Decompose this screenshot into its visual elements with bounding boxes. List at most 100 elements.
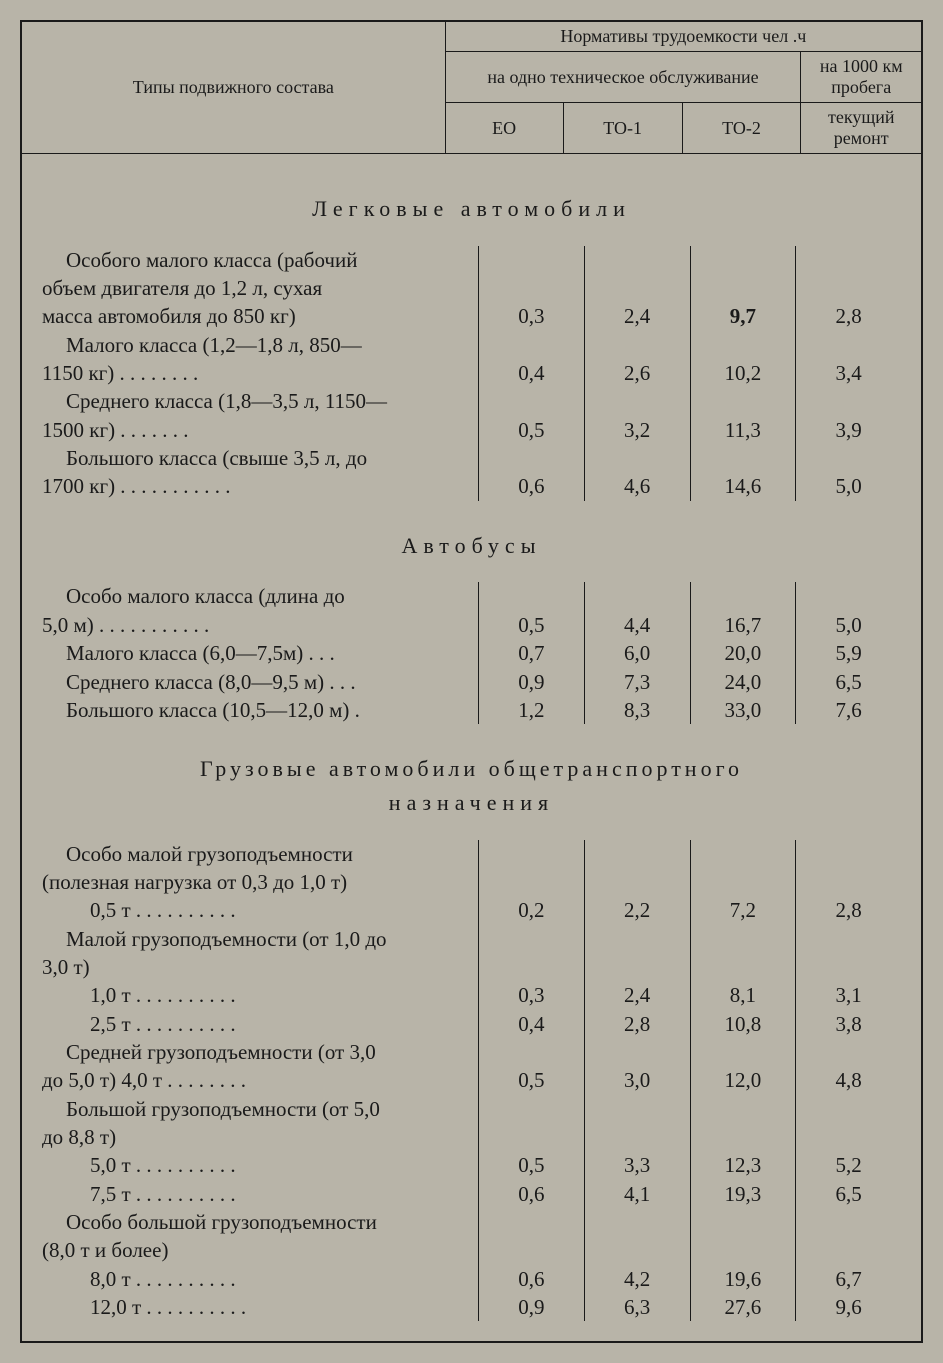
table-row: Большого класса (10,5—12,0 м) .1,28,333,…	[42, 696, 901, 724]
row-description: Среднего класса (8,0—9,5 м) . . .	[42, 668, 478, 696]
value-cell	[795, 1123, 901, 1151]
row-description: 1700 кг) . . . . . . . . . . .	[42, 472, 478, 500]
value-cell: 0,3	[478, 981, 584, 1009]
value-cell	[584, 925, 690, 953]
row-description: (полезная нагрузка от 0,3 до 1,0 т)	[42, 868, 478, 896]
row-description: Средней грузоподъемности (от 3,0	[42, 1038, 478, 1066]
value-cell: 0,5	[478, 1066, 584, 1094]
value-cell	[690, 1123, 796, 1151]
value-cell: 2,8	[795, 896, 901, 924]
value-cell: 3,1	[795, 981, 901, 1009]
value-cell: 10,8	[690, 1010, 796, 1038]
value-cell	[584, 331, 690, 359]
value-cell	[584, 246, 690, 274]
value-cell: 9,6	[795, 1293, 901, 1321]
value-cell	[690, 1236, 796, 1264]
table-row: Малой грузоподъемности (от 1,0 до	[42, 925, 901, 953]
value-cell: 6,5	[795, 668, 901, 696]
header-per-1000: на 1000 км пробега	[801, 52, 921, 103]
value-cell	[795, 274, 901, 302]
value-cell: 3,3	[584, 1151, 690, 1179]
table-row: Большого класса (свыше 3,5 л, до	[42, 444, 901, 472]
table-row: 1500 кг) . . . . . . .0,53,211,33,9	[42, 416, 901, 444]
value-cell: 0,6	[478, 472, 584, 500]
value-cell: 0,3	[478, 302, 584, 330]
table-row: масса автомобиля до 850 кг)0,32,49,72,8	[42, 302, 901, 330]
table-row: (8,0 т и более)	[42, 1236, 901, 1264]
value-cell: 2,4	[584, 302, 690, 330]
value-cell	[478, 1236, 584, 1264]
value-cell: 7,6	[795, 696, 901, 724]
header-types: Типы подвижного состава	[22, 22, 445, 154]
table-row: 1150 кг) . . . . . . . .0,42,610,23,4	[42, 359, 901, 387]
row-description: (8,0 т и более)	[42, 1236, 478, 1264]
value-cell: 0,2	[478, 896, 584, 924]
value-cell: 8,3	[584, 696, 690, 724]
table-row: 0,5 т . . . . . . . . . .0,22,27,22,8	[42, 896, 901, 924]
value-cell: 3,2	[584, 416, 690, 444]
value-cell	[690, 1208, 796, 1236]
value-cell	[795, 840, 901, 868]
value-cell: 0,4	[478, 359, 584, 387]
value-cell: 5,0	[795, 611, 901, 639]
value-cell: 8,1	[690, 981, 796, 1009]
value-cell: 6,0	[584, 639, 690, 667]
value-cell	[690, 1095, 796, 1123]
value-cell: 11,3	[690, 416, 796, 444]
row-description: 1,0 т . . . . . . . . . .	[42, 981, 478, 1009]
row-description: 8,0 т . . . . . . . . . .	[42, 1265, 478, 1293]
value-cell: 5,0	[795, 472, 901, 500]
row-description: 0,5 т . . . . . . . . . .	[42, 896, 478, 924]
value-cell	[584, 1236, 690, 1264]
table-header: Типы подвижного состава Нормативы трудое…	[22, 22, 921, 154]
row-description: Особо большой грузоподъемности	[42, 1208, 478, 1236]
value-cell	[795, 1208, 901, 1236]
table-row: объем двигателя до 1,2 л, сухая	[42, 274, 901, 302]
value-cell: 5,9	[795, 639, 901, 667]
value-cell: 0,9	[478, 1293, 584, 1321]
row-description: Особо малой грузоподъемности	[42, 840, 478, 868]
row-description: Малого класса (6,0—7,5м) . . .	[42, 639, 478, 667]
value-cell	[690, 953, 796, 981]
row-description: до 5,0 т) 4,0 т . . . . . . . .	[42, 1066, 478, 1094]
row-description: Большого класса (свыше 3,5 л, до	[42, 444, 478, 472]
table-row: Особо малой грузоподъемности	[42, 840, 901, 868]
value-cell: 16,7	[690, 611, 796, 639]
value-cell: 10,2	[690, 359, 796, 387]
value-cell	[478, 331, 584, 359]
value-cell: 20,0	[690, 639, 796, 667]
value-cell	[795, 925, 901, 953]
section-title: Автобусы	[42, 531, 901, 561]
table-frame: Типы подвижного состава Нормативы трудое…	[20, 20, 923, 1343]
table-row: (полезная нагрузка от 0,3 до 1,0 т)	[42, 868, 901, 896]
row-description: масса автомобиля до 850 кг)	[42, 302, 478, 330]
value-cell: 0,5	[478, 1151, 584, 1179]
value-cell	[690, 246, 796, 274]
row-description: 1150 кг) . . . . . . . .	[42, 359, 478, 387]
value-cell: 3,8	[795, 1010, 901, 1038]
value-cell	[478, 1095, 584, 1123]
value-cell	[690, 840, 796, 868]
table-row: 2,5 т . . . . . . . . . .0,42,810,83,8	[42, 1010, 901, 1038]
header-norms: Нормативы трудоемкости чел .ч	[445, 22, 921, 52]
value-cell: 12,3	[690, 1151, 796, 1179]
row-description: Большого класса (10,5—12,0 м) .	[42, 696, 478, 724]
value-cell	[795, 331, 901, 359]
value-cell	[690, 274, 796, 302]
table-row: Средней грузоподъемности (от 3,0	[42, 1038, 901, 1066]
table-row: Среднего класса (1,8—3,5 л, 1150—	[42, 387, 901, 415]
value-cell	[690, 1038, 796, 1066]
value-cell: 33,0	[690, 696, 796, 724]
value-cell	[584, 868, 690, 896]
table-row: Малого класса (6,0—7,5м) . . .0,76,020,0…	[42, 639, 901, 667]
row-description: 5,0 т . . . . . . . . . .	[42, 1151, 478, 1179]
value-cell: 5,2	[795, 1151, 901, 1179]
value-cell	[795, 953, 901, 981]
value-cell	[795, 868, 901, 896]
table-row: 3,0 т)	[42, 953, 901, 981]
value-cell: 4,6	[584, 472, 690, 500]
value-cell: 2,8	[584, 1010, 690, 1038]
value-cell	[690, 582, 796, 610]
table-row: Большой грузоподъемности (от 5,0	[42, 1095, 901, 1123]
header-eo: ЕО	[445, 103, 563, 154]
